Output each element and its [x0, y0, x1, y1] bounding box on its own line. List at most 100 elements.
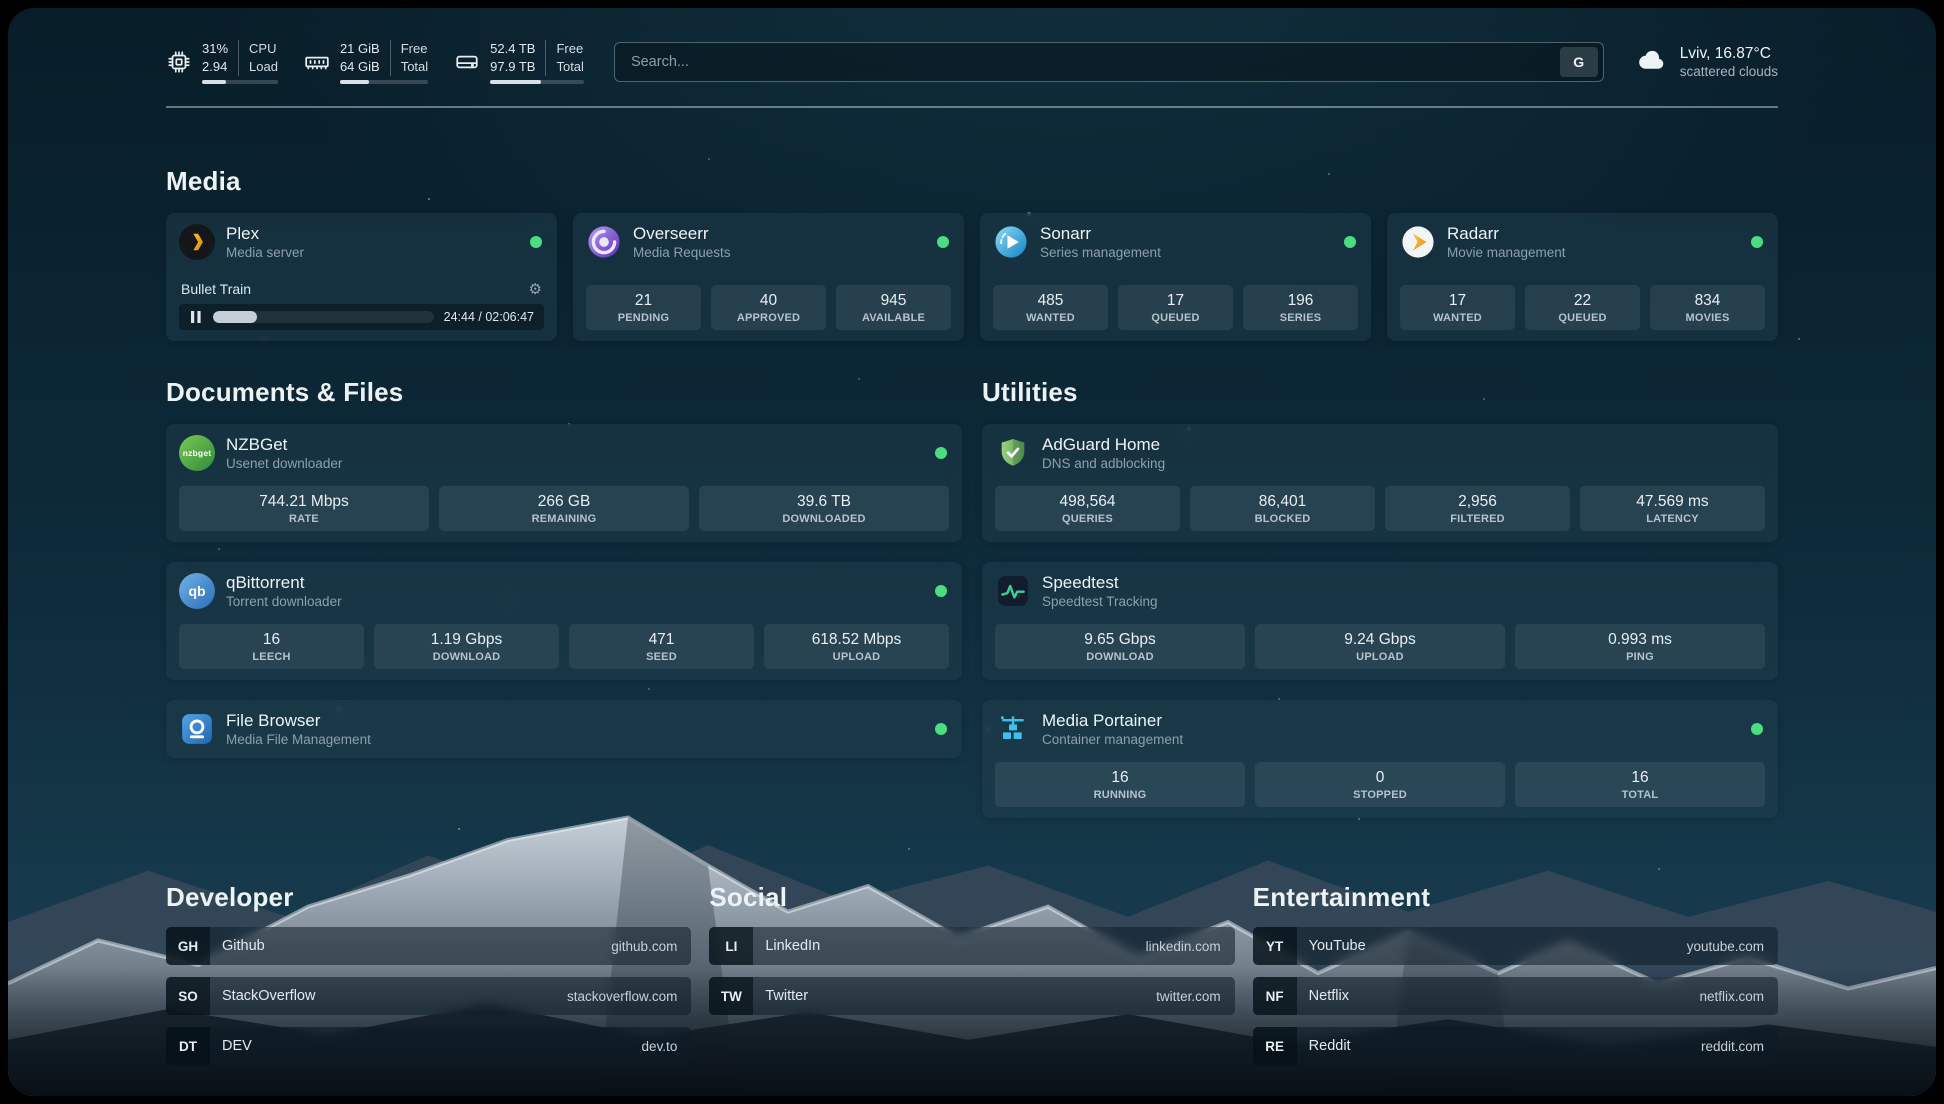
- disk-widget: 52.4 TB 97.9 TB Free Total: [454, 40, 584, 84]
- adguard-header: AdGuard Home DNS and adblocking: [995, 435, 1765, 471]
- bookmark-dev[interactable]: DT DEV dev.to: [166, 1027, 691, 1065]
- stat-box: 0.993 ms PING: [1515, 624, 1765, 669]
- bookmark-url: reddit.com: [1701, 1039, 1764, 1054]
- bookmark-linkedin[interactable]: LI LinkedIn linkedin.com: [709, 927, 1234, 965]
- memory-values: 21 GiB 64 GiB: [340, 40, 390, 76]
- bookmark-name: YouTube: [1309, 938, 1366, 954]
- service-card-filebrowser[interactable]: File Browser Media File Management: [166, 700, 962, 758]
- nzbget-names: NZBGet Usenet downloader: [226, 435, 924, 471]
- dashboard: 31% 2.94 CPU Load: [8, 8, 1936, 1096]
- stat-box: 485 WANTED: [993, 285, 1108, 330]
- service-card-radarr[interactable]: Radarr Movie management 17 WANTED 22 QUE…: [1387, 213, 1778, 341]
- stat-box: 17 QUEUED: [1118, 285, 1233, 330]
- section-heading-social: Social: [709, 882, 1234, 913]
- service-name: Radarr: [1447, 224, 1740, 244]
- stat-box: 9.24 Gbps UPLOAD: [1255, 624, 1505, 669]
- service-subtitle: Media server: [226, 245, 519, 260]
- playback-progress-track[interactable]: [213, 311, 434, 323]
- qbittorrent-header: qb qBittorrent Torrent downloader: [179, 573, 949, 609]
- search-provider-button[interactable]: G: [1560, 47, 1598, 77]
- playback-bar[interactable]: 24:44 / 02:06:47: [179, 304, 544, 330]
- disk-values: 52.4 TB 97.9 TB: [490, 40, 545, 76]
- bookmark-url: linkedin.com: [1146, 939, 1221, 954]
- pause-icon[interactable]: [179, 304, 213, 330]
- service-card-nzbget[interactable]: nzbget NZBGet Usenet downloader 744.21 M…: [166, 424, 962, 542]
- bookmark-twitter[interactable]: TW Twitter twitter.com: [709, 977, 1234, 1015]
- status-dot: [1751, 723, 1763, 735]
- dashboard-content: 31% 2.94 CPU Load: [8, 8, 1936, 1096]
- service-name: AdGuard Home: [1042, 435, 1765, 455]
- sonarr-names: Sonarr Series management: [1040, 224, 1333, 260]
- bookmark-abbr: YT: [1253, 927, 1297, 965]
- playback-time: 24:44 / 02:06:47: [444, 310, 534, 324]
- search-input[interactable]: [629, 53, 1560, 71]
- service-name: Overseerr: [633, 224, 926, 244]
- plex-names: Plex Media server: [226, 224, 519, 260]
- cloud-icon: [1634, 45, 1670, 80]
- portainer-names: Media Portainer Container management: [1042, 711, 1740, 747]
- cpu-progress-bar: [202, 80, 278, 84]
- header-divider: [166, 106, 1778, 108]
- service-name: qBittorrent: [226, 573, 924, 593]
- service-subtitle: Container management: [1042, 732, 1740, 747]
- bookmark-youtube[interactable]: YT YouTube youtube.com: [1253, 927, 1778, 965]
- service-subtitle: Series management: [1040, 245, 1333, 260]
- service-card-overseerr[interactable]: Overseerr Media Requests 21 PENDING 40 A…: [573, 213, 964, 341]
- bookmark-url: twitter.com: [1156, 989, 1221, 1004]
- bookmark-url: dev.to: [642, 1039, 678, 1054]
- gear-icon[interactable]: ⚙: [529, 280, 542, 298]
- stat-box: 17 WANTED: [1400, 285, 1515, 330]
- weather-condition: scattered clouds: [1680, 64, 1778, 79]
- weather-widget: Lviv, 16.87°C scattered clouds: [1634, 45, 1778, 80]
- service-card-sonarr[interactable]: Sonarr Series management 485 WANTED 17 Q…: [980, 213, 1371, 341]
- qbittorrent-icon: qb: [179, 573, 215, 609]
- cpu-values: 31% 2.94: [202, 40, 238, 76]
- service-subtitle: Media Requests: [633, 245, 926, 260]
- memory-labels: Free Total: [390, 40, 428, 76]
- stat-box: 834 MOVIES: [1650, 285, 1765, 330]
- portainer-stats: 16 RUNNING 0 STOPPED 16 TOTAL: [995, 762, 1765, 807]
- ram-icon: [304, 49, 330, 75]
- section-bookmarks: Developer GH Github github.com SO StackO…: [166, 882, 1778, 1077]
- disk-icon: [454, 49, 480, 75]
- service-subtitle: Movie management: [1447, 245, 1740, 260]
- radarr-names: Radarr Movie management: [1447, 224, 1740, 260]
- search-bar[interactable]: G: [614, 42, 1604, 82]
- bookmark-name: Reddit: [1309, 1038, 1351, 1054]
- service-card-speedtest[interactable]: Speedtest Speedtest Tracking 9.65 Gbps D…: [982, 562, 1778, 680]
- service-subtitle: Speedtest Tracking: [1042, 594, 1765, 609]
- portainer-icon: [995, 711, 1031, 747]
- service-card-adguard[interactable]: AdGuard Home DNS and adblocking 498,564 …: [982, 424, 1778, 542]
- section-heading-entertainment: Entertainment: [1253, 882, 1778, 913]
- bookmark-reddit[interactable]: RE Reddit reddit.com: [1253, 1027, 1778, 1065]
- overseerr-names: Overseerr Media Requests: [633, 224, 926, 260]
- bookmark-url: youtube.com: [1687, 939, 1764, 954]
- bookmark-stackoverflow[interactable]: SO StackOverflow stackoverflow.com: [166, 977, 691, 1015]
- service-name: Sonarr: [1040, 224, 1333, 244]
- service-subtitle: DNS and adblocking: [1042, 456, 1765, 471]
- plex-icon: [179, 224, 215, 260]
- service-subtitle: Media File Management: [226, 732, 924, 747]
- service-card-plex[interactable]: Plex Media server Bullet Train ⚙: [166, 213, 557, 341]
- qbittorrent-stats: 16 LEECH 1.19 Gbps DOWNLOAD 471 SEED 6: [179, 624, 949, 669]
- status-dot: [1751, 236, 1763, 248]
- section-columns: Documents & Files nzbget NZBGet Usenet d…: [166, 377, 1778, 818]
- stat-box: 16 RUNNING: [995, 762, 1245, 807]
- stat-box: 0 STOPPED: [1255, 762, 1505, 807]
- nzbget-header: nzbget NZBGet Usenet downloader: [179, 435, 949, 471]
- filebrowser-header: File Browser Media File Management: [179, 711, 949, 747]
- adguard-stats: 498,564 QUERIES 86,401 BLOCKED 2,956 FIL…: [995, 486, 1765, 531]
- status-dot: [530, 236, 542, 248]
- bookmark-github[interactable]: GH Github github.com: [166, 927, 691, 965]
- stat-box: 945 AVAILABLE: [836, 285, 951, 330]
- weather-location: Lviv, 16.87°C: [1680, 45, 1778, 63]
- bookmark-name: DEV: [222, 1038, 252, 1054]
- bookmark-netflix[interactable]: NF Netflix netflix.com: [1253, 977, 1778, 1015]
- service-card-portainer[interactable]: Media Portainer Container management 16 …: [982, 700, 1778, 818]
- service-subtitle: Torrent downloader: [226, 594, 924, 609]
- overseerr-header: Overseerr Media Requests: [586, 224, 951, 260]
- service-subtitle: Usenet downloader: [226, 456, 924, 471]
- service-card-qbittorrent[interactable]: qb qBittorrent Torrent downloader 16 LEE…: [166, 562, 962, 680]
- stat-box: 744.21 Mbps RATE: [179, 486, 429, 531]
- bookmark-name: Netflix: [1309, 988, 1349, 1004]
